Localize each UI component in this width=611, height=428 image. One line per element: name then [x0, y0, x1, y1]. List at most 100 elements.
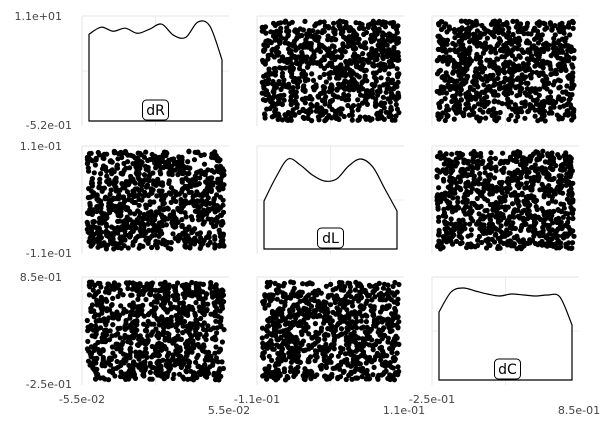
- data-point: [88, 188, 95, 194]
- data-point: [388, 114, 394, 120]
- data-point: [189, 229, 195, 236]
- data-point: [510, 31, 516, 38]
- data-point: [540, 62, 546, 69]
- data-point: [505, 32, 511, 39]
- data-point: [136, 336, 142, 342]
- data-point: [442, 219, 448, 225]
- data-point: [180, 230, 186, 236]
- data-point: [262, 47, 268, 53]
- data-point: [484, 94, 490, 100]
- data-point: [179, 157, 185, 163]
- data-point: [161, 240, 167, 246]
- data-point: [215, 176, 221, 182]
- data-point: [337, 63, 343, 69]
- data-point: [457, 109, 463, 115]
- data-point: [478, 102, 484, 108]
- data-point: [451, 64, 457, 70]
- data-point: [470, 157, 476, 163]
- data-point: [453, 180, 459, 186]
- data-point: [283, 36, 289, 42]
- data-point: [498, 181, 504, 187]
- data-point: [191, 377, 197, 383]
- data-point: [210, 205, 217, 211]
- data-point: [436, 218, 442, 224]
- data-point: [303, 108, 309, 114]
- data-point: [294, 337, 300, 343]
- data-point: [116, 192, 122, 198]
- data-point: [95, 244, 101, 250]
- data-point: [518, 227, 524, 233]
- data-point: [552, 23, 558, 29]
- data-point: [262, 97, 269, 103]
- data-point: [127, 210, 133, 216]
- panel-dR-dR: dR: [81, 15, 229, 126]
- data-point: [300, 73, 306, 79]
- data-point: [436, 100, 443, 106]
- data-point: [96, 226, 102, 232]
- data-point: [127, 165, 133, 171]
- data-point: [179, 223, 185, 229]
- data-point: [558, 43, 564, 49]
- data-point: [184, 352, 190, 359]
- data-point: [552, 231, 559, 237]
- data-point: [121, 218, 127, 224]
- data-point: [132, 284, 138, 290]
- density-curve-dR: [88, 20, 223, 122]
- data-point: [115, 293, 121, 300]
- data-point: [200, 240, 206, 247]
- data-point: [273, 84, 279, 90]
- data-point: [474, 39, 480, 46]
- data-point: [350, 27, 356, 33]
- data-point: [527, 240, 533, 246]
- data-point: [306, 95, 312, 101]
- data-point: [268, 99, 274, 105]
- data-point: [554, 235, 560, 241]
- data-point: [285, 32, 291, 38]
- data-point: [468, 227, 474, 233]
- data-point: [164, 374, 170, 380]
- data-point: [133, 164, 139, 170]
- data-point: [517, 54, 523, 60]
- data-point: [101, 185, 107, 191]
- data-point: [504, 77, 510, 83]
- data-point: [262, 115, 268, 121]
- data-point: [108, 168, 114, 174]
- data-point: [278, 20, 284, 26]
- data-point: [509, 53, 515, 59]
- data-point: [106, 181, 112, 187]
- data-point: [570, 228, 576, 234]
- data-point: [206, 349, 212, 355]
- data-point: [200, 221, 206, 227]
- data-point: [379, 33, 386, 39]
- data-point: [498, 158, 504, 164]
- data-point: [203, 198, 210, 204]
- data-point: [508, 214, 514, 220]
- data-point: [498, 211, 504, 217]
- variable-label: dR: [146, 103, 165, 119]
- data-point: [104, 173, 110, 179]
- data-point: [120, 223, 126, 230]
- data-point: [539, 242, 545, 248]
- data-point: [544, 59, 550, 65]
- data-point: [436, 214, 442, 220]
- data-point: [521, 49, 527, 55]
- data-point: [475, 189, 481, 195]
- data-point: [104, 215, 110, 221]
- data-point: [570, 70, 576, 76]
- data-point: [450, 70, 456, 76]
- data-point: [166, 350, 172, 356]
- data-point: [314, 47, 320, 53]
- data-point: [153, 366, 159, 372]
- variable-label-box: [142, 99, 169, 121]
- data-point: [445, 238, 451, 244]
- data-point: [435, 206, 441, 212]
- data-point: [112, 203, 118, 209]
- data-point: [132, 224, 138, 230]
- data-point: [525, 49, 531, 55]
- data-point: [551, 208, 557, 214]
- data-point: [220, 241, 226, 247]
- data-point: [137, 281, 143, 287]
- data-point: [553, 45, 559, 51]
- data-point: [139, 311, 145, 317]
- data-point: [472, 81, 478, 87]
